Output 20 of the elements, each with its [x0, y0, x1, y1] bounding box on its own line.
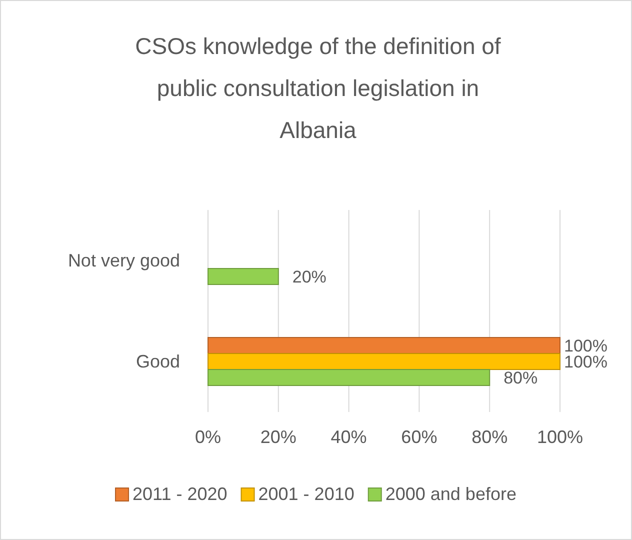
x-tick-label: 0%	[194, 426, 222, 447]
x-tick-label: 80%	[472, 426, 508, 447]
y-tick-label: Not very good	[68, 250, 180, 270]
data-label: 100%	[564, 336, 608, 356]
data-label: 80%	[504, 368, 538, 388]
legend-label: 2001 - 2010	[258, 484, 354, 504]
x-tick-label: 60%	[401, 426, 438, 447]
data-label: 20%	[292, 268, 326, 286]
x-tick-label: 40%	[330, 426, 367, 447]
data-label: 100%	[564, 352, 608, 372]
legend-label: 2000 and before	[385, 484, 516, 504]
chart-title: CSOs knowledge of the definition of public consultation legislation in Albania	[135, 33, 502, 143]
bar	[208, 268, 279, 285]
y-tick-label: Good	[136, 351, 180, 372]
bar	[208, 353, 560, 370]
x-tick-label: 100%	[536, 426, 584, 447]
bar	[208, 337, 560, 354]
x-tick-label: 20%	[260, 426, 296, 447]
bar	[208, 369, 490, 386]
legend-label: 2011 - 2020	[132, 484, 228, 504]
